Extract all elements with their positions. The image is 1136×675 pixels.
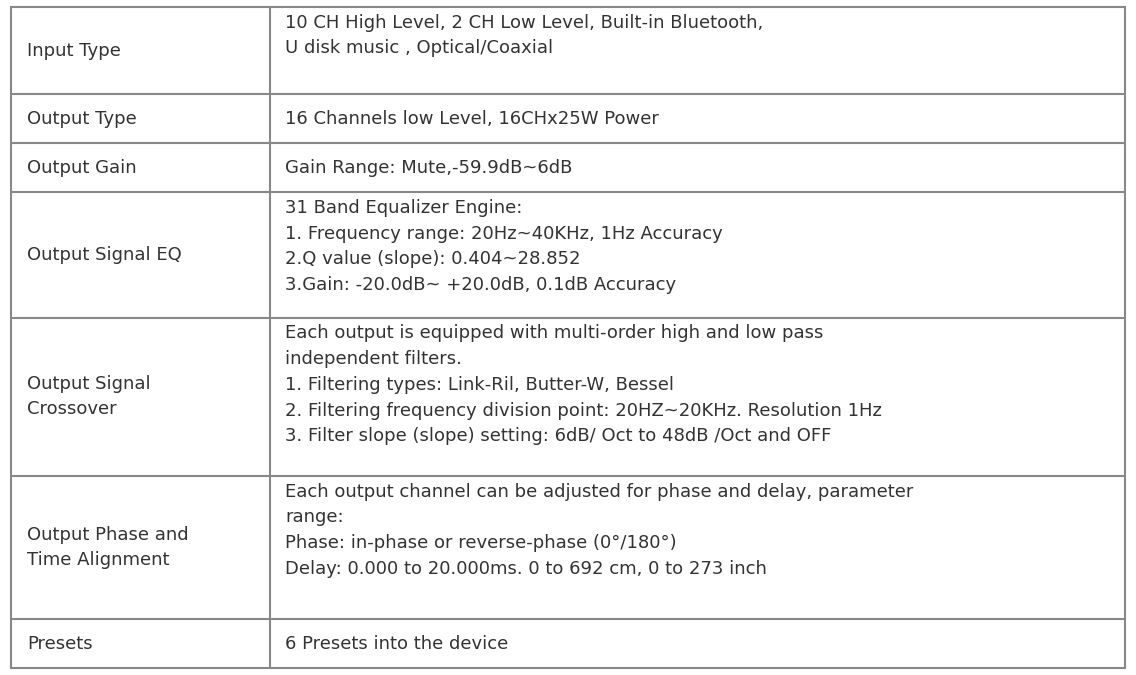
- Text: 6 Presets into the device: 6 Presets into the device: [285, 634, 509, 653]
- Text: Input Type: Input Type: [27, 42, 120, 59]
- Text: Output Signal EQ: Output Signal EQ: [27, 246, 182, 264]
- Text: Output Gain: Output Gain: [27, 159, 136, 177]
- Text: Each output is equipped with multi-order high and low pass
independent filters.
: Each output is equipped with multi-order…: [285, 325, 882, 446]
- Text: Presets: Presets: [27, 634, 92, 653]
- Text: Output Signal
Crossover: Output Signal Crossover: [27, 375, 151, 418]
- Text: Output Phase and
Time Alignment: Output Phase and Time Alignment: [27, 526, 189, 569]
- Text: Gain Range: Mute,-59.9dB~6dB: Gain Range: Mute,-59.9dB~6dB: [285, 159, 573, 177]
- Text: 10 CH High Level, 2 CH Low Level, Built-in Bluetooth,
U disk music , Optical/Coa: 10 CH High Level, 2 CH Low Level, Built-…: [285, 14, 763, 57]
- Text: 31 Band Equalizer Engine:
1. Frequency range: 20Hz~40KHz, 1Hz Accuracy
2.Q value: 31 Band Equalizer Engine: 1. Frequency r…: [285, 199, 722, 294]
- Text: Each output channel can be adjusted for phase and delay, parameter
range:
Phase:: Each output channel can be adjusted for …: [285, 483, 913, 578]
- Text: 16 Channels low Level, 16CHx25W Power: 16 Channels low Level, 16CHx25W Power: [285, 110, 659, 128]
- Text: Output Type: Output Type: [27, 110, 136, 128]
